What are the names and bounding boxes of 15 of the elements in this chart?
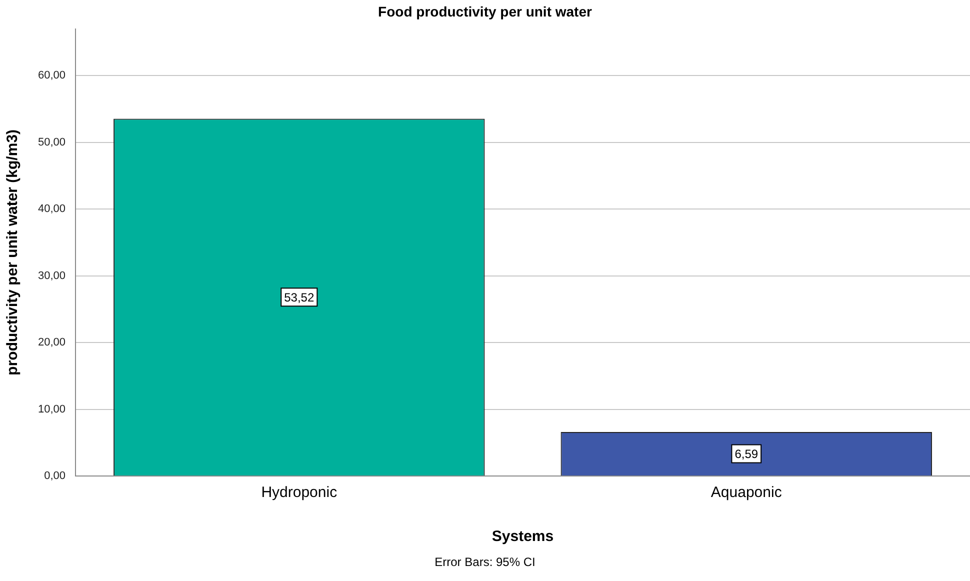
y-tick-label: 60,00 (38, 70, 66, 82)
x-axis-title: Systems (492, 528, 554, 546)
text: Error Bars: 95% CI (434, 555, 536, 569)
y-tick-label: 40,00 (38, 203, 66, 216)
y-tick-label: 50,00 (38, 136, 66, 148)
chart-title: Food productivity per unit water (378, 3, 592, 20)
data-label: 53,52 (284, 290, 314, 304)
y-tick-label: 0,00 (44, 470, 66, 482)
y-tick-label: 20,00 (38, 336, 66, 349)
y-tick-label: 30,00 (38, 270, 66, 282)
x-tick-label: Aquaponic (710, 484, 782, 502)
x-tick-label: Hydroponic (261, 484, 338, 502)
y-tick-label: 10,00 (38, 403, 66, 416)
data-label: 6,59 (734, 447, 758, 462)
y-axis-title: productivity per unit water (kg/m3) (4, 129, 22, 376)
